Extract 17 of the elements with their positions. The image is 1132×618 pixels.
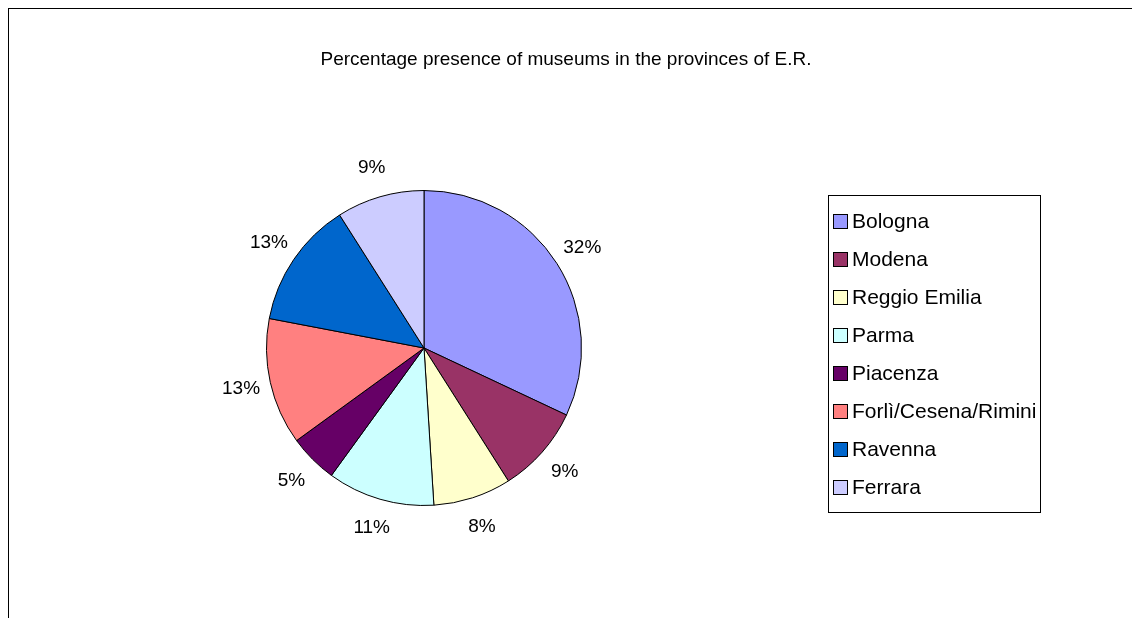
legend-label: Ferrara xyxy=(852,475,921,499)
data-label: 9% xyxy=(357,156,386,178)
data-label: 8% xyxy=(468,514,496,536)
data-label: 32% xyxy=(563,235,602,257)
legend-label: Ravenna xyxy=(852,437,937,461)
data-label: 13% xyxy=(222,377,261,399)
legend-label: Reggio Emilia xyxy=(852,285,982,309)
data-label: 5% xyxy=(277,468,306,490)
legend-label: Parma xyxy=(852,323,914,347)
data-label: 9% xyxy=(550,460,579,482)
legend-label: Forlì/Cesena/Rimini xyxy=(852,399,1037,423)
legend-label: Modena xyxy=(852,247,928,271)
legend-label: Piacenza xyxy=(852,361,939,385)
chart-title: Percentage presence of museums in the provinces of E.R. xyxy=(319,48,813,70)
legend-label: Bologna xyxy=(852,209,930,233)
data-label: 11% xyxy=(353,516,391,538)
data-label: 13% xyxy=(249,230,289,252)
